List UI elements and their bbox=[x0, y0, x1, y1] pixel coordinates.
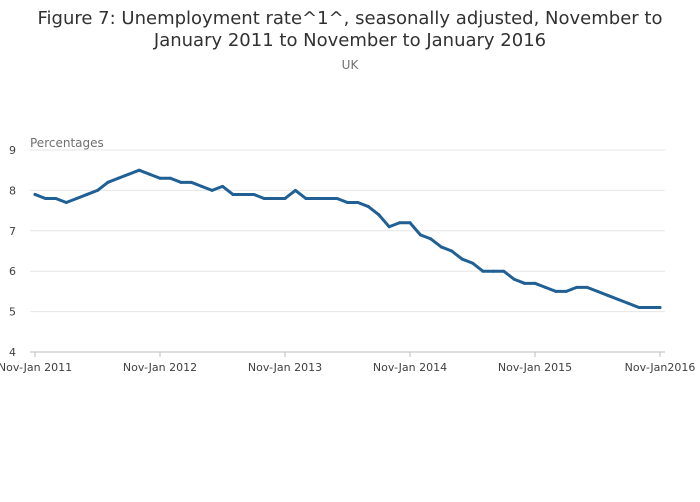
data-point bbox=[637, 306, 641, 310]
x-tick-label: Nov-Jan 2015 bbox=[498, 361, 572, 374]
data-point bbox=[627, 302, 631, 306]
x-tick-label: Nov-Jan 2013 bbox=[248, 361, 322, 374]
data-point bbox=[429, 237, 433, 241]
data-point bbox=[596, 289, 599, 293]
data-point bbox=[96, 188, 99, 192]
data-point bbox=[283, 196, 287, 200]
x-tick-label: Nov-Jan 2011 bbox=[0, 361, 72, 374]
data-point bbox=[262, 196, 266, 200]
data-point bbox=[460, 257, 464, 261]
data-point bbox=[502, 269, 506, 273]
data-point bbox=[491, 269, 495, 273]
data-point bbox=[387, 225, 391, 229]
chart-subtitle: UK bbox=[342, 58, 360, 72]
data-point bbox=[54, 196, 58, 200]
data-point bbox=[616, 297, 620, 301]
data-point bbox=[450, 249, 454, 253]
data-point bbox=[43, 196, 47, 200]
data-point bbox=[200, 184, 204, 188]
y-tick-label: 6 bbox=[9, 265, 16, 278]
data-point bbox=[252, 192, 256, 196]
data-point bbox=[241, 192, 245, 196]
x-tick-labels: Nov-Jan 2011 Nov-Jan 2012 Nov-Jan 2013 Nov-… bbox=[0, 352, 695, 374]
x-tick-label: Nov-Jan2016 bbox=[625, 361, 696, 374]
data-point bbox=[366, 205, 370, 209]
data-point bbox=[127, 172, 131, 176]
data-point bbox=[148, 172, 152, 176]
data-point bbox=[512, 277, 516, 281]
gridlines bbox=[30, 149, 665, 353]
data-point bbox=[33, 192, 37, 196]
data-point bbox=[168, 176, 172, 180]
data-point bbox=[210, 188, 214, 192]
data-point bbox=[533, 281, 537, 285]
data-point bbox=[314, 196, 318, 200]
y-tick-label: 7 bbox=[9, 225, 16, 238]
y-tick-label: 8 bbox=[9, 184, 16, 197]
data-point bbox=[356, 201, 360, 205]
data-point bbox=[543, 285, 547, 289]
data-point bbox=[335, 196, 339, 200]
data-point bbox=[418, 233, 422, 237]
y-tick-label: 4 bbox=[9, 346, 16, 359]
data-point bbox=[346, 201, 349, 205]
data-point bbox=[564, 289, 568, 293]
data-point bbox=[158, 176, 162, 180]
chart-title-line-1: Figure 7: Unemployment rate^1^, seasonal… bbox=[38, 8, 663, 29]
data-point bbox=[523, 281, 527, 285]
data-point bbox=[293, 188, 297, 192]
data-point bbox=[85, 192, 89, 196]
data-point bbox=[408, 221, 412, 225]
data-point bbox=[554, 289, 558, 293]
data-point bbox=[231, 192, 235, 196]
data-point bbox=[75, 196, 79, 200]
data-point bbox=[325, 196, 329, 200]
data-point bbox=[137, 168, 141, 172]
data-point bbox=[471, 261, 474, 265]
y-tick-label: 5 bbox=[9, 306, 16, 319]
data-point bbox=[658, 306, 662, 310]
chart-title-line-2: January 2011 to November to January 2016 bbox=[153, 30, 546, 51]
series-points bbox=[33, 168, 662, 310]
data-point bbox=[585, 285, 589, 289]
data-point bbox=[106, 180, 110, 184]
data-point bbox=[606, 293, 610, 297]
data-point bbox=[575, 285, 579, 289]
data-point bbox=[648, 306, 652, 310]
x-tick-label: Nov-Jan 2014 bbox=[373, 361, 447, 374]
data-point bbox=[179, 180, 183, 184]
series-layer bbox=[33, 168, 662, 310]
y-tick-label: 9 bbox=[9, 144, 16, 157]
x-tick-label: Nov-Jan 2012 bbox=[123, 361, 197, 374]
data-point bbox=[398, 221, 402, 225]
data-point bbox=[304, 196, 308, 200]
y-axis-label: Percentages bbox=[30, 136, 104, 150]
data-point bbox=[481, 269, 485, 273]
data-point bbox=[221, 184, 224, 188]
data-point bbox=[439, 245, 443, 249]
data-point bbox=[377, 213, 381, 217]
data-point bbox=[116, 176, 120, 180]
y-tick-labels: 4 5 6 7 8 9 bbox=[9, 144, 16, 359]
data-point bbox=[273, 196, 277, 200]
data-point bbox=[189, 180, 193, 184]
data-point bbox=[64, 201, 68, 205]
